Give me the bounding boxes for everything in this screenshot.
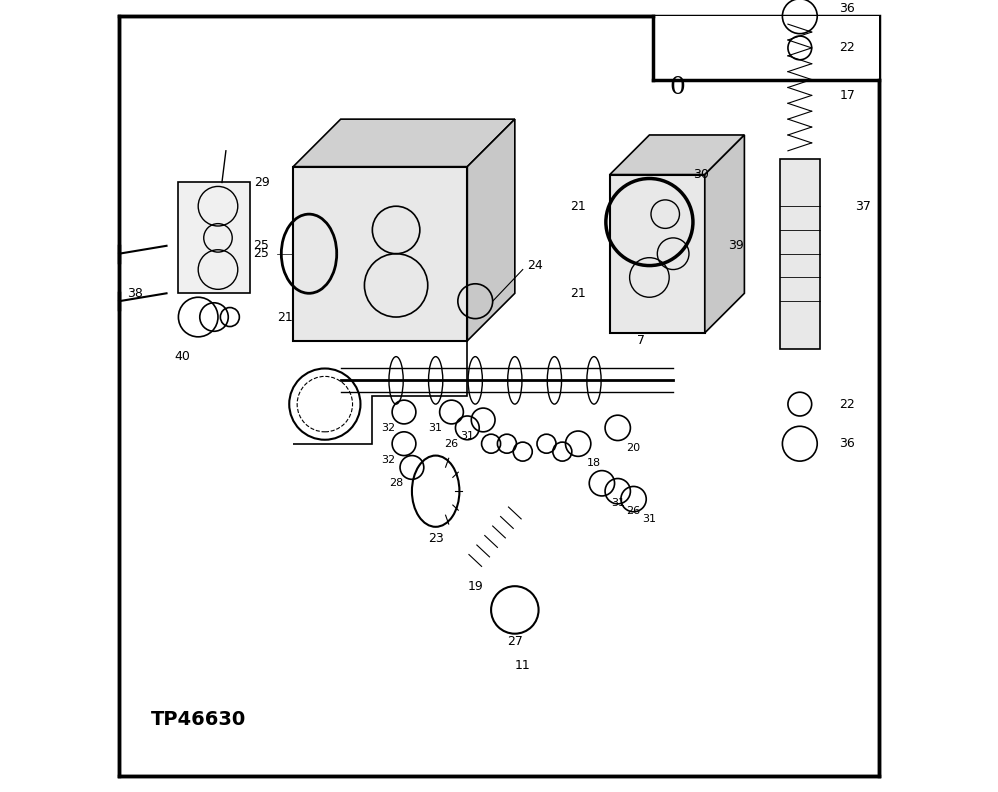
Text: 23: 23 — [428, 532, 443, 545]
Text: 18: 18 — [587, 459, 601, 469]
Text: 27: 27 — [507, 635, 523, 648]
Text: 31: 31 — [460, 431, 474, 441]
Text: 39: 39 — [729, 239, 745, 253]
Text: 25: 25 — [253, 239, 269, 253]
Bar — [780, 158, 819, 348]
Text: 31: 31 — [611, 498, 625, 508]
Text: 20: 20 — [627, 443, 641, 453]
Text: 24: 24 — [527, 259, 543, 272]
Text: 30: 30 — [693, 168, 709, 181]
Text: 31: 31 — [643, 514, 657, 524]
Bar — [610, 174, 705, 333]
Polygon shape — [293, 119, 515, 166]
Text: 7: 7 — [638, 334, 646, 347]
Text: 40: 40 — [175, 350, 191, 363]
Bar — [179, 182, 250, 293]
Text: 21: 21 — [570, 287, 586, 300]
Text: 0: 0 — [670, 75, 685, 98]
Polygon shape — [610, 135, 745, 174]
Polygon shape — [467, 119, 515, 341]
Text: 22: 22 — [839, 41, 855, 55]
Text: 38: 38 — [127, 287, 143, 300]
Text: 17: 17 — [839, 89, 855, 102]
Text: 22: 22 — [839, 398, 855, 410]
Bar — [293, 166, 467, 341]
Text: 32: 32 — [381, 455, 395, 465]
Text: 11: 11 — [515, 659, 531, 672]
Text: 29: 29 — [253, 176, 269, 189]
Text: 31: 31 — [429, 423, 443, 433]
Text: 26: 26 — [627, 506, 641, 516]
Text: 21: 21 — [277, 310, 293, 324]
Text: 26: 26 — [444, 439, 458, 449]
Text: TP46630: TP46630 — [151, 710, 246, 729]
Text: 25: 25 — [253, 247, 269, 261]
Text: 32: 32 — [381, 423, 395, 433]
Polygon shape — [705, 135, 745, 333]
Text: 37: 37 — [855, 200, 871, 213]
Text: 21: 21 — [570, 200, 586, 213]
Text: 36: 36 — [839, 2, 855, 15]
Text: 19: 19 — [467, 580, 483, 592]
Text: 28: 28 — [389, 478, 403, 489]
Bar — [654, 16, 879, 79]
Text: 36: 36 — [839, 437, 855, 450]
